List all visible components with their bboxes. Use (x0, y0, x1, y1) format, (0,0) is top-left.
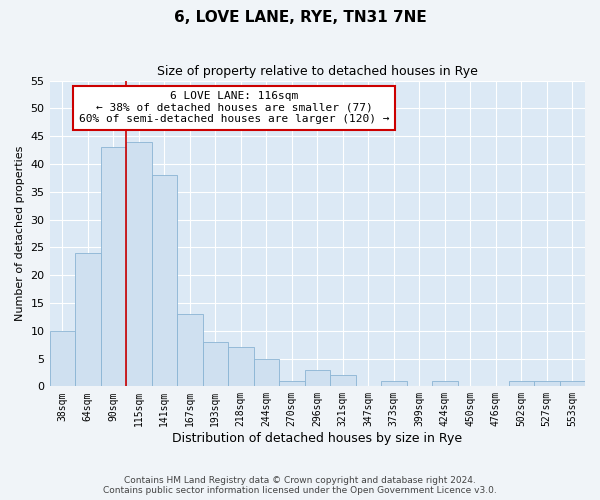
Bar (509, 381, 534, 386)
Text: Contains HM Land Registry data © Crown copyright and database right 2024.
Contai: Contains HM Land Registry data © Crown c… (103, 476, 497, 495)
Bar (177, 314, 203, 386)
Text: 6 LOVE LANE: 116sqm
← 38% of detached houses are smaller (77)
60% of semi-detach: 6 LOVE LANE: 116sqm ← 38% of detached ho… (79, 92, 389, 124)
X-axis label: Distribution of detached houses by size in Rye: Distribution of detached houses by size … (172, 432, 463, 445)
Bar (560, 381, 585, 386)
Bar (432, 381, 458, 386)
Bar (203, 342, 228, 386)
Bar (101, 148, 126, 386)
Bar (50, 330, 75, 386)
Bar (279, 381, 305, 386)
Bar (75, 253, 101, 386)
Bar (126, 142, 152, 386)
Bar (228, 348, 254, 387)
Y-axis label: Number of detached properties: Number of detached properties (15, 146, 25, 321)
Bar (381, 381, 407, 386)
Bar (534, 381, 560, 386)
Bar (330, 375, 356, 386)
Bar (254, 358, 279, 386)
Title: Size of property relative to detached houses in Rye: Size of property relative to detached ho… (157, 65, 478, 78)
Bar (305, 370, 330, 386)
Bar (152, 175, 177, 386)
Text: 6, LOVE LANE, RYE, TN31 7NE: 6, LOVE LANE, RYE, TN31 7NE (173, 10, 427, 25)
